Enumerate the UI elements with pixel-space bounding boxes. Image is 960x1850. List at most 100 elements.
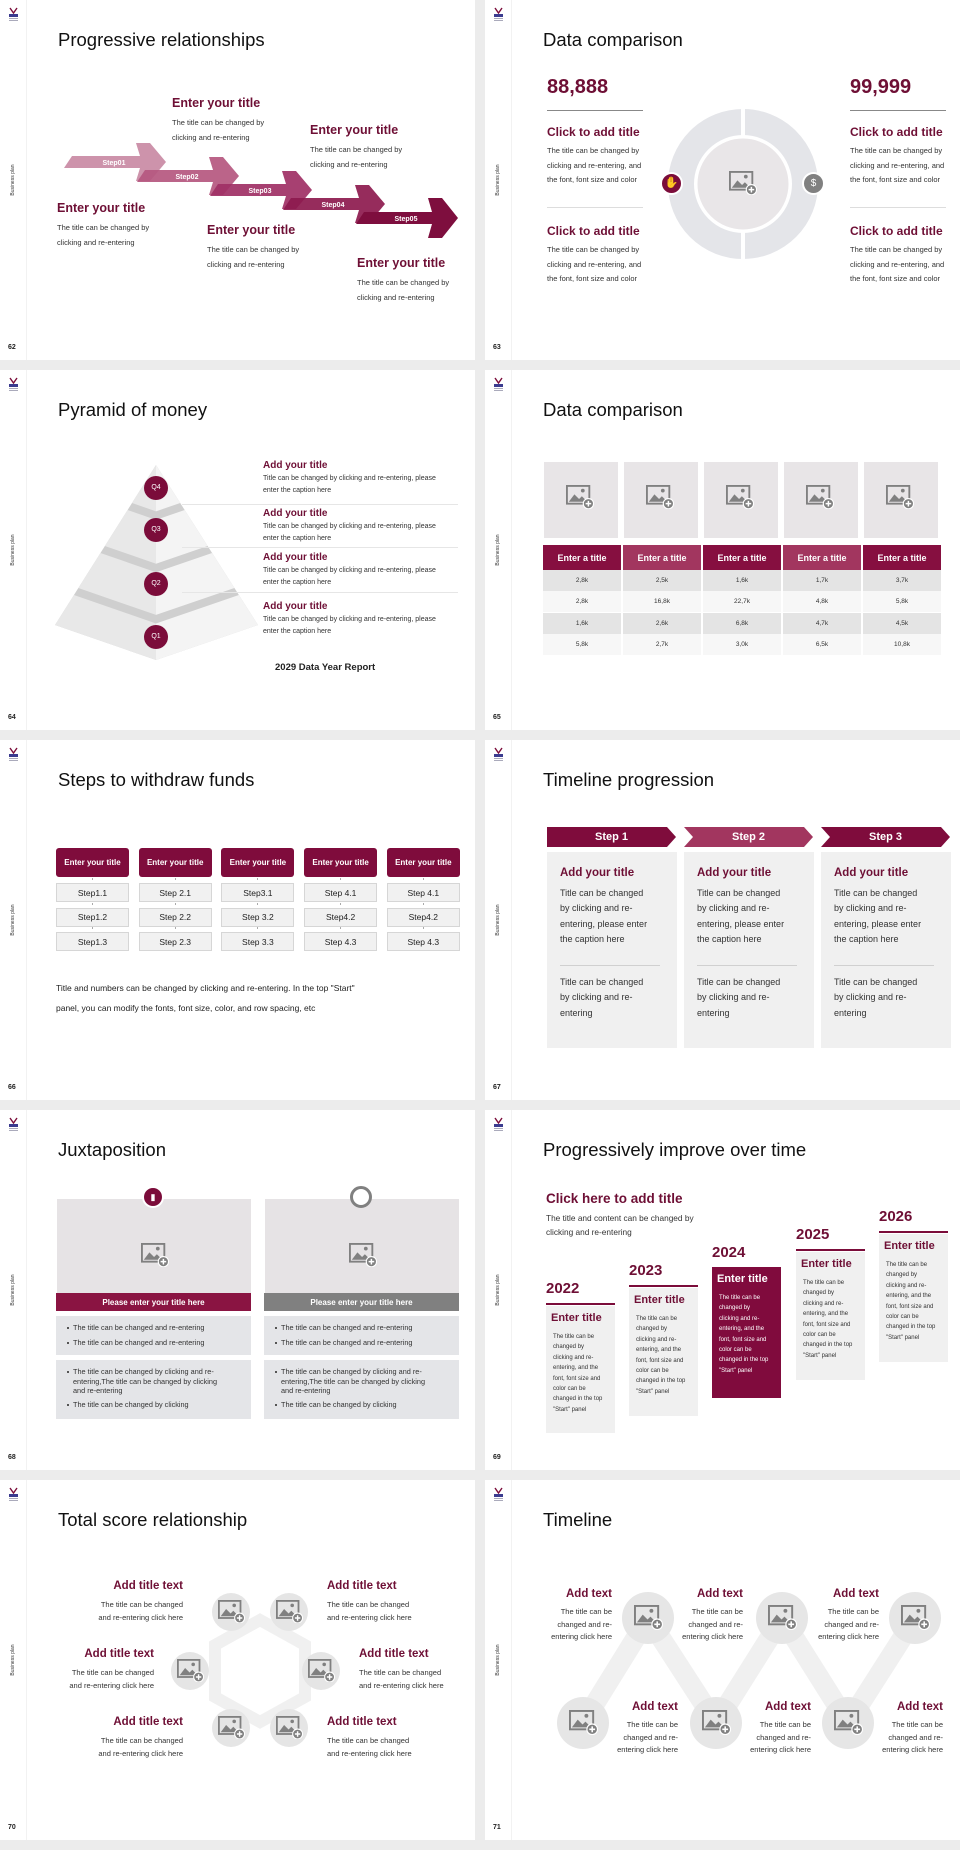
step-box[interactable]: Step 4.1	[386, 883, 460, 902]
item-title[interactable]: Add title text	[359, 1648, 429, 1660]
item-title[interactable]: Click to add title	[850, 224, 943, 238]
image-placeholder-icon[interactable]	[806, 485, 834, 510]
item-title[interactable]: Click to add title	[547, 224, 640, 238]
item-title[interactable]: Add text	[833, 1588, 879, 1600]
item-title[interactable]: Add title text	[84, 1648, 154, 1660]
step-box[interactable]: Step 3.2	[221, 907, 295, 927]
item-title[interactable]: Enter title	[801, 1258, 852, 1270]
step-box[interactable]: Step1.3	[56, 932, 129, 952]
slide-64[interactable]: Business plan 64 Pyramid of money Q4 Q3 Q2 Q1 A…	[0, 370, 475, 730]
item-title[interactable]: Enter your title	[207, 223, 296, 237]
image-placeholder-icon[interactable]	[901, 1605, 930, 1631]
slide-65[interactable]: Business plan 65 Data comparison Enter a ti…	[485, 370, 960, 730]
slide-71[interactable]: Business plan 71 Timeline Add text The title…	[485, 1480, 960, 1840]
slide-66[interactable]: Business plan 66 Steps to withdraw funds En…	[0, 740, 475, 1100]
slide-title[interactable]: Total score relationship	[58, 1509, 248, 1530]
slide-67[interactable]: Business plan 67 Timeline progression Step …	[485, 740, 960, 1100]
slide-title[interactable]: Steps to withdraw funds	[58, 769, 255, 790]
step-card[interactable]	[821, 852, 951, 1048]
image-placeholder-icon[interactable]	[177, 1659, 204, 1683]
step-card[interactable]	[547, 852, 677, 1048]
image-placeholder[interactable]	[265, 1199, 459, 1293]
item-title[interactable]: Click to add title	[547, 125, 640, 139]
image-placeholder-icon[interactable]	[646, 485, 674, 510]
image-placeholder-icon[interactable]	[566, 485, 594, 510]
image-placeholder-icon[interactable]	[218, 1600, 245, 1624]
step-box[interactable]: Step1.1	[56, 883, 129, 902]
item-title[interactable]: Enter title	[634, 1294, 685, 1306]
step-box[interactable]: Step3.1	[221, 883, 295, 902]
step-box[interactable]: Step 2.1	[138, 883, 212, 902]
year-card[interactable]	[546, 1306, 615, 1433]
item-title[interactable]: Add text	[697, 1588, 743, 1600]
item-title[interactable]: Enter title	[717, 1273, 768, 1285]
item-title[interactable]: Add your title	[263, 508, 328, 519]
table-header-cell[interactable]: Enter a title	[543, 545, 622, 570]
image-placeholder-icon[interactable]	[349, 1243, 377, 1268]
year-card[interactable]	[629, 1288, 698, 1416]
step-box[interactable]: Step1.2	[56, 907, 129, 927]
item-title[interactable]: Add title text	[327, 1580, 397, 1592]
step-header[interactable]: Enter your title	[386, 848, 460, 877]
item-title[interactable]: Add your title	[697, 867, 772, 879]
item-title[interactable]: Enter title	[884, 1240, 935, 1252]
item-title[interactable]: Add your title	[263, 460, 328, 471]
step-box[interactable]: Step 4.3	[304, 932, 378, 952]
slide-62[interactable]: Business plan 62 Progressive relationships…	[0, 0, 475, 360]
item-title[interactable]: Enter your title	[172, 96, 261, 110]
image-placeholder-icon[interactable]	[141, 1243, 169, 1268]
image-placeholder-icon[interactable]	[634, 1605, 663, 1631]
image-placeholder-icon[interactable]	[308, 1659, 335, 1683]
item-title[interactable]: Add your title	[834, 867, 909, 879]
item-title[interactable]: Add title text	[113, 1716, 183, 1728]
item-title[interactable]: Click to add title	[850, 125, 943, 139]
image-placeholder-icon[interactable]	[834, 1710, 863, 1736]
step-box[interactable]: Step 4.3	[386, 932, 460, 952]
table-header-cell[interactable]: Enter a title	[783, 545, 862, 570]
slide-70[interactable]: Business plan 70 Total score relationship A…	[0, 1480, 475, 1840]
image-placeholder-icon[interactable]	[569, 1710, 598, 1736]
step-box[interactable]: Step 2.2	[138, 907, 212, 927]
item-title[interactable]: Add your title	[263, 552, 328, 563]
image-placeholder-icon[interactable]	[768, 1605, 797, 1631]
panel-header[interactable]: Please enter your title here	[264, 1293, 459, 1311]
step-box[interactable]: Step 4.1	[304, 883, 378, 902]
item-title[interactable]: Enter your title	[357, 256, 446, 270]
step-header[interactable]: Enter your title	[304, 848, 378, 877]
step-box[interactable]: Step4.2	[304, 907, 378, 927]
item-title[interactable]: Enter your title	[57, 201, 146, 215]
year-card[interactable]	[879, 1234, 948, 1362]
year-card[interactable]	[796, 1252, 865, 1380]
item-title[interactable]: Add your title	[560, 867, 635, 879]
image-placeholder-icon[interactable]	[218, 1716, 245, 1740]
item-title[interactable]: Add your title	[263, 601, 328, 612]
item-title[interactable]: Click here to add title	[546, 1191, 683, 1206]
slide-title[interactable]: Progressively improve over time	[543, 1139, 807, 1160]
year-card[interactable]	[712, 1267, 781, 1398]
slide-68[interactable]: Business plan 68 Juxtaposition ▮ Please ente…	[0, 1110, 475, 1470]
slide-title[interactable]: Progressive relationships	[58, 29, 265, 50]
panel-header[interactable]: Please enter your title here	[56, 1293, 251, 1311]
item-title[interactable]: Add text	[897, 1701, 943, 1713]
step-card[interactable]	[684, 852, 814, 1048]
slide-title[interactable]: Juxtaposition	[58, 1139, 166, 1160]
item-title[interactable]: Add text	[566, 1588, 612, 1600]
step-header[interactable]: Enter your title	[138, 848, 212, 877]
slide-title[interactable]: Pyramid of money	[58, 399, 208, 420]
slide-title[interactable]: Data comparison	[543, 29, 683, 50]
image-placeholder-icon[interactable]	[729, 171, 757, 196]
table-header-cell[interactable]: Enter a title	[623, 545, 702, 570]
slide-title[interactable]: Timeline progression	[543, 769, 715, 790]
slide-title[interactable]: Data comparison	[543, 399, 683, 420]
table-header-cell[interactable]: Enter a title	[703, 545, 782, 570]
step-box[interactable]: Step 3.3	[221, 932, 295, 952]
step-header[interactable]: Enter your title	[56, 848, 129, 877]
table-header-cell[interactable]: Enter a title	[863, 545, 942, 570]
step-box[interactable]: Step 2.3	[138, 932, 212, 952]
slide-title[interactable]: Timeline	[543, 1509, 613, 1530]
item-title[interactable]: Add text	[765, 1701, 811, 1713]
step-box[interactable]: Step4.2	[386, 907, 460, 927]
item-title[interactable]: Add text	[632, 1701, 678, 1713]
item-title[interactable]: Enter title	[551, 1312, 602, 1324]
slide-63[interactable]: Business plan 63 Data comparison ✋ $88,888 Cl…	[485, 0, 960, 360]
